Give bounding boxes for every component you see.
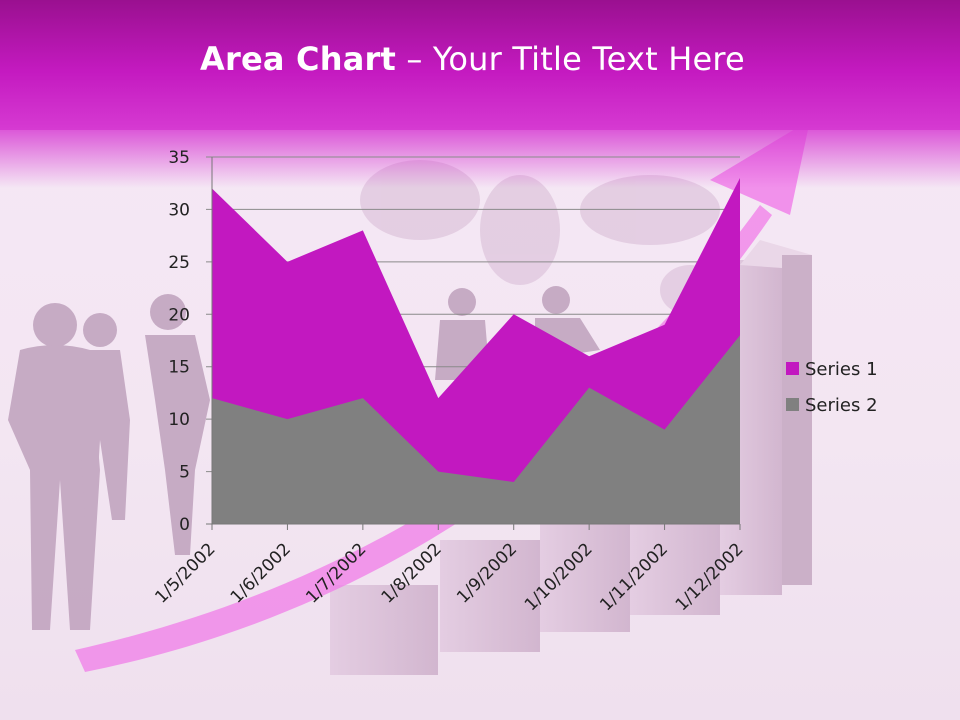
- y-tick-labels: 0 5 10 15 20 25 30 35: [168, 148, 190, 535]
- slide-title: Area Chart – Your Title Text Here: [0, 40, 945, 78]
- y-tick-label: 30: [168, 200, 190, 220]
- y-tick-label: 5: [179, 463, 190, 483]
- x-tick-label: 1/10/2002: [521, 539, 597, 615]
- people-silhouettes-icon: [8, 286, 600, 630]
- area-series-2: [212, 335, 740, 524]
- x-tick-label: 1/8/2002: [378, 539, 446, 607]
- x-tick-label: 1/11/2002: [596, 539, 672, 615]
- area-series: [212, 177, 740, 524]
- legend-swatch: [786, 362, 799, 375]
- y-tick-label: 0: [179, 515, 190, 535]
- legend-swatch: [786, 398, 799, 411]
- axes: [206, 157, 741, 530]
- y-tick-label: 25: [168, 253, 190, 273]
- slide-title-rest: – Your Title Text Here: [395, 40, 745, 78]
- legend-label: Series 1: [805, 359, 878, 380]
- legend: Series 1 Series 2: [786, 359, 878, 416]
- y-tick-label: 15: [168, 358, 190, 378]
- legend-label: Series 2: [805, 395, 878, 416]
- x-tick-label: 1/5/2002: [151, 539, 219, 607]
- x-tick-label: 1/6/2002: [227, 539, 295, 607]
- y-tick-label: 10: [168, 410, 190, 430]
- x-tick-label: 1/12/2002: [672, 539, 748, 615]
- y-tick-label: 20: [168, 305, 190, 325]
- x-tick-label: 1/7/2002: [302, 539, 370, 607]
- y-tick-label: 35: [168, 148, 190, 168]
- header-fade: [0, 128, 960, 188]
- header-band: [0, 0, 960, 130]
- 3d-bars-icon: [330, 240, 812, 675]
- slide-title-bold: Area Chart: [200, 40, 396, 78]
- x-tick-labels: 1/5/2002 1/6/2002 1/7/2002 1/8/2002 1/9/2002…: [151, 539, 747, 615]
- x-tick-label: 1/9/2002: [453, 539, 521, 607]
